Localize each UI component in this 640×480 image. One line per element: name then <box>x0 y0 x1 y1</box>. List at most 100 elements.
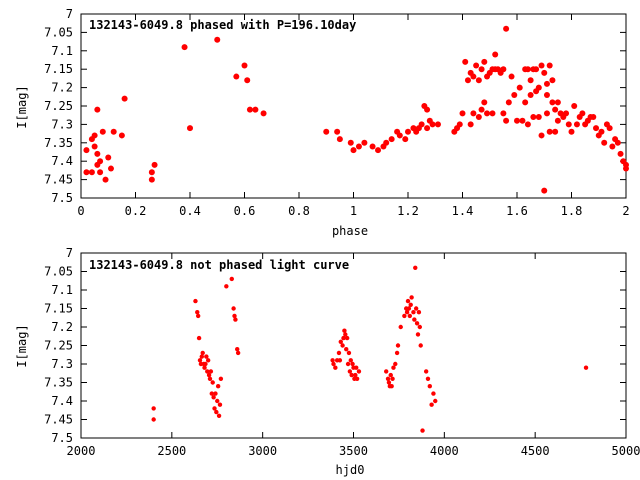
data-point <box>590 114 597 121</box>
data-point <box>406 306 412 311</box>
data-point <box>344 335 350 341</box>
data-point <box>224 284 229 289</box>
data-point <box>348 358 353 363</box>
data-point <box>353 372 358 378</box>
data-point <box>388 136 395 143</box>
y-tick-label: 7.45 <box>44 413 73 427</box>
data-point <box>473 62 480 69</box>
data-point <box>425 376 431 381</box>
data-point <box>543 91 550 98</box>
x-tick-label: 2500 <box>157 444 186 458</box>
data-point <box>346 350 352 356</box>
y-tick-label: 7.05 <box>44 25 73 39</box>
data-point <box>210 380 215 385</box>
data-point <box>232 313 237 319</box>
data-point <box>535 84 542 91</box>
data-point <box>385 376 391 381</box>
x-tick-label: 1 <box>350 204 357 218</box>
data-point <box>601 139 608 146</box>
data-point <box>434 121 441 128</box>
data-point <box>433 398 438 404</box>
x-tick-label: 1.8 <box>561 204 583 218</box>
data-point <box>83 147 90 154</box>
data-point <box>503 25 510 32</box>
data-point <box>538 132 545 139</box>
data-point <box>623 161 629 168</box>
x-tick-label: 1.6 <box>506 204 528 218</box>
data-point <box>546 128 553 135</box>
data-point <box>464 77 471 84</box>
x-tick-label: 5000 <box>612 444 640 458</box>
data-point <box>341 335 346 341</box>
data-point <box>409 295 414 300</box>
data-point <box>398 324 403 330</box>
data-point <box>347 139 354 146</box>
data-point <box>478 66 485 73</box>
data-point <box>246 106 253 113</box>
data-point <box>416 310 422 315</box>
data-point <box>355 143 362 150</box>
data-point <box>215 384 221 389</box>
data-point <box>205 358 211 363</box>
data-point <box>212 406 217 411</box>
data-point <box>424 125 431 132</box>
data-point <box>388 372 393 378</box>
data-point <box>475 114 482 121</box>
data-point <box>375 147 382 154</box>
data-point <box>549 77 556 84</box>
data-point <box>207 376 213 381</box>
y-tick-label: 7.35 <box>44 136 73 150</box>
y-tick-label: 7.5 <box>51 191 73 205</box>
data-point <box>484 110 491 117</box>
data-point <box>402 136 409 143</box>
data-point <box>218 376 224 381</box>
data-point <box>199 354 205 359</box>
data-point <box>342 328 347 333</box>
data-point <box>369 143 376 150</box>
data-point <box>475 77 482 84</box>
data-point <box>187 125 193 132</box>
data-point <box>204 354 209 359</box>
data-point <box>354 365 359 370</box>
data-point <box>431 391 436 396</box>
data-point <box>413 306 419 311</box>
data-point <box>516 84 523 91</box>
data-point <box>470 73 477 80</box>
y-tick-label: 7.4 <box>51 154 73 168</box>
data-point <box>418 121 425 128</box>
data-point <box>552 128 559 135</box>
data-point <box>519 117 526 124</box>
data-point <box>193 298 198 304</box>
x-tick-label: 0.4 <box>179 204 201 218</box>
data-point <box>97 158 104 165</box>
data-point <box>411 310 416 315</box>
data-point <box>151 161 158 168</box>
y-tick-label: 7.4 <box>51 394 73 408</box>
data-point <box>340 343 345 348</box>
data-point <box>459 110 466 117</box>
data-point <box>386 380 392 385</box>
data-point <box>546 62 553 69</box>
data-point <box>91 143 98 150</box>
data-point <box>429 121 436 128</box>
data-point <box>337 358 343 363</box>
data-point <box>107 165 114 172</box>
data-point <box>579 110 586 117</box>
data-point <box>535 114 542 121</box>
data-point <box>202 365 207 370</box>
data-point <box>407 313 413 319</box>
data-point <box>541 187 548 194</box>
x-tick-label: 3000 <box>248 444 277 458</box>
data-point <box>110 128 117 135</box>
data-point <box>383 139 390 146</box>
data-point <box>390 376 395 381</box>
data-point <box>412 317 417 322</box>
data-point <box>394 350 400 356</box>
y-tick-label: 7.2 <box>51 320 73 334</box>
y-tick-label: 7.3 <box>51 117 73 131</box>
x-tick-label: 0.6 <box>234 204 256 218</box>
unphased-light-curve-panel: 132143-6049.8 not phased light curve hjd… <box>15 246 640 477</box>
y-tick-label: 7 <box>66 7 73 21</box>
chart-title: 132143-6049.8 phased with P=196.10day <box>89 18 356 32</box>
data-point <box>181 44 188 51</box>
